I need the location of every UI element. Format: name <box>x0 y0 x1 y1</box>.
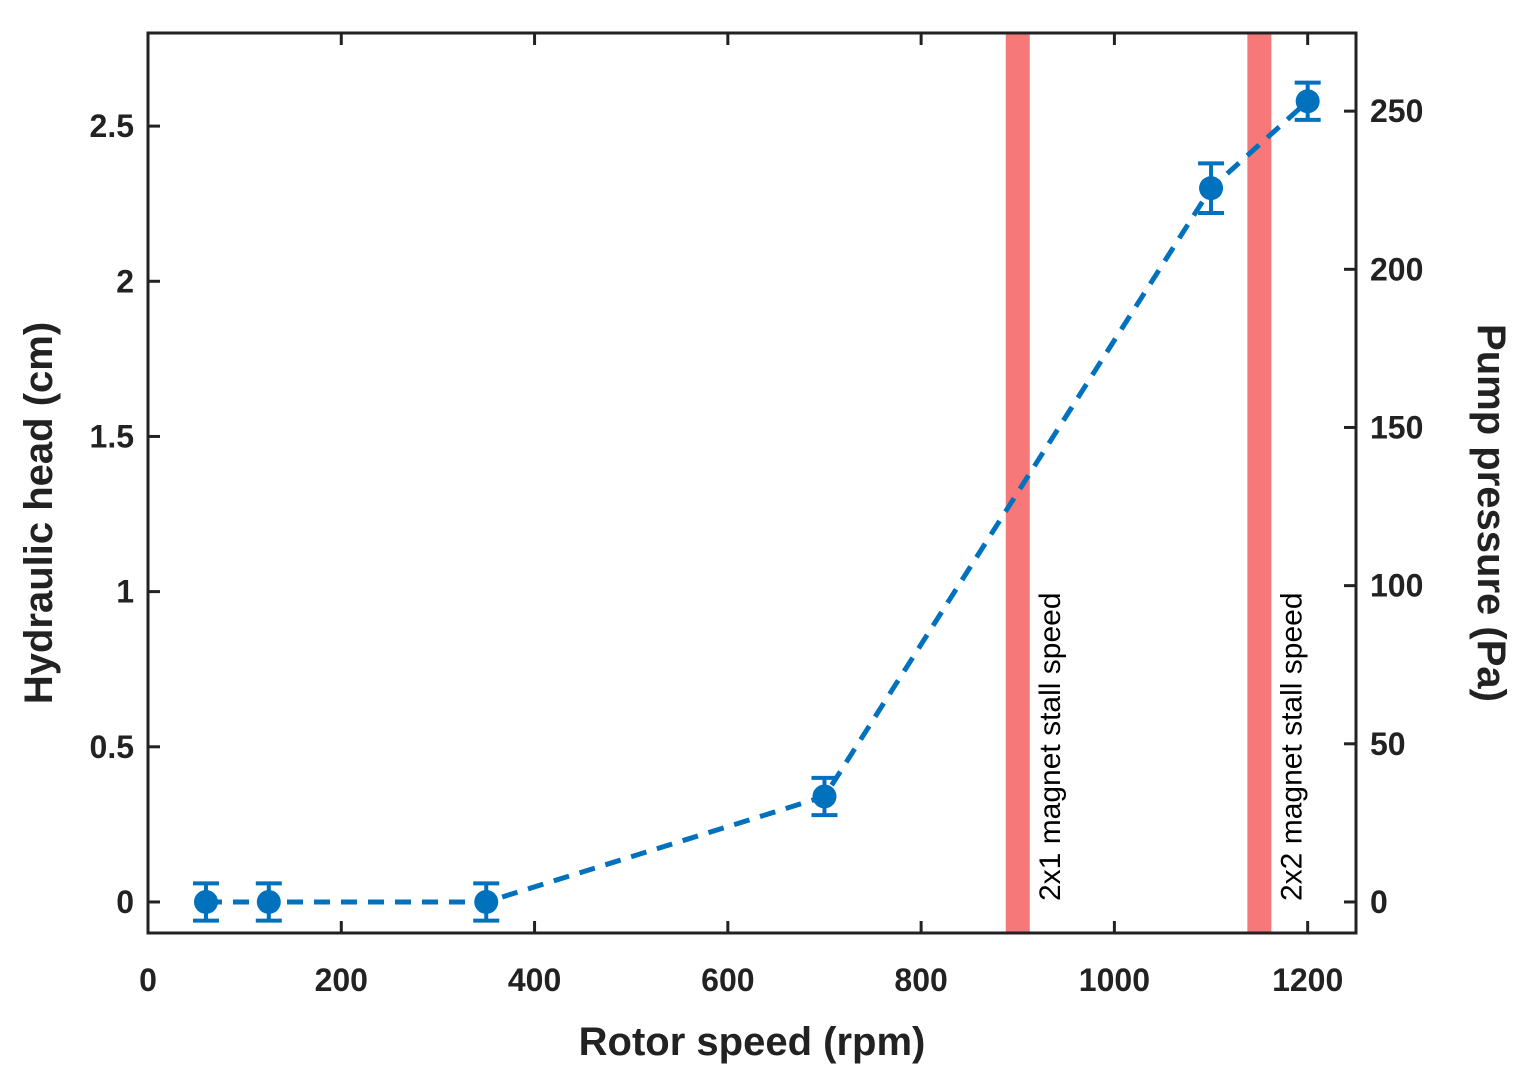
x-tick-label: 600 <box>701 962 754 998</box>
y2-axis-title: Pump pressure (Pa) <box>1469 324 1513 702</box>
x-tick-label: 400 <box>508 962 561 998</box>
data-point <box>1199 176 1224 201</box>
x-tick-label: 1200 <box>1272 962 1343 998</box>
x-tick-label: 1000 <box>1079 962 1150 998</box>
axis-labels: Rotor speed (rpm) Hydraulic head (cm) Pump… <box>17 322 1513 1064</box>
y2-tick-label: 250 <box>1370 93 1423 129</box>
y-tick-label: 2.5 <box>90 108 134 144</box>
y-tick-label: 1.5 <box>90 418 134 454</box>
y-tick-label: 2 <box>116 263 134 299</box>
x-axis-title: Rotor speed (rpm) <box>579 1020 926 1064</box>
stall-band-2 <box>1247 33 1272 933</box>
data-point <box>256 889 281 914</box>
data-point <box>193 889 218 914</box>
data-point <box>474 889 499 914</box>
data-point <box>1295 89 1320 114</box>
stall-band-label-2: 2x2 magnet stall speed <box>1275 592 1308 901</box>
x-tick-label: 200 <box>315 962 368 998</box>
stall-bands: 2x1 magnet stall speed 2x2 magnet stall s… <box>1005 33 1308 933</box>
y-tick-label: 0 <box>116 884 134 920</box>
y2-tick-label: 50 <box>1370 726 1406 762</box>
y2-tick-label: 0 <box>1370 884 1388 920</box>
y-tick-label: 1 <box>116 574 134 610</box>
y-tick-label: 0.5 <box>90 729 134 765</box>
axis-ticks: 0 200 400 600 800 1000 1200 0 0.5 1 1.5 2 2.5 0 50 100 1… <box>90 33 1423 998</box>
plot-frame <box>146 31 1358 935</box>
x-tick-label: 800 <box>894 962 947 998</box>
y2-tick-label: 150 <box>1370 409 1423 445</box>
y2-tick-label: 100 <box>1370 568 1423 604</box>
data-series <box>192 80 1321 923</box>
stall-band-label-1: 2x1 magnet stall speed <box>1034 592 1067 901</box>
x-tick-label: 0 <box>139 962 157 998</box>
data-point <box>812 784 837 809</box>
y2-tick-label: 200 <box>1370 251 1423 287</box>
y-axis-title: Hydraulic head (cm) <box>17 322 61 704</box>
